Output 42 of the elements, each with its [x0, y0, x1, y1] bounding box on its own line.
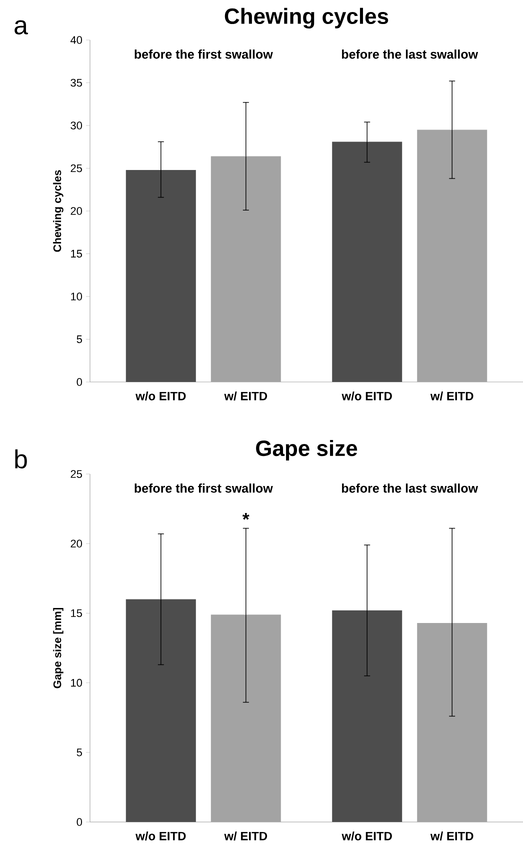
series-label: w/o EITD [136, 392, 186, 400]
y-axis-title: Gape size [mm] [53, 608, 64, 688]
y-tick-label: 0 [76, 378, 82, 386]
y-tick-label: 10 [71, 292, 82, 300]
text: w/ EITD [430, 392, 474, 400]
bar [126, 170, 196, 382]
bar [332, 610, 402, 822]
y-tick-label: 35 [70, 78, 82, 87]
bar [332, 142, 402, 382]
y-tick-label: 25 [70, 164, 82, 172]
text: w/o EITD [342, 832, 392, 840]
y-tick-label: 40 [70, 36, 82, 44]
chart-title: Gape size [256, 440, 358, 460]
y-tick-label: 20 [70, 207, 82, 215]
text: w/o EITD [342, 392, 392, 400]
series-label: w/o EITD [136, 832, 186, 840]
bar [126, 599, 196, 822]
y-tick-label: 30 [70, 122, 82, 130]
y-tick-label: 5 [76, 748, 82, 756]
y-tick-label: 5 [76, 335, 82, 344]
bar [210, 156, 281, 382]
y-tick-label: 10 [71, 678, 82, 687]
series-label: w/ EITD [224, 392, 268, 400]
text: a [14, 20, 28, 34]
bar [210, 614, 281, 822]
x-tick-label: before the first swallow [134, 50, 273, 59]
y-tick-label: 20 [70, 540, 82, 548]
x-tick-label: before the first swallow [134, 484, 273, 493]
y-tick-label: 25 [70, 470, 82, 478]
text: w/ EITD [430, 832, 474, 840]
text: b [15, 449, 27, 468]
y-axis-title: Chewing cycles [53, 170, 64, 252]
y-tick-label: 0 [76, 818, 82, 826]
annotation: * [242, 513, 250, 520]
bar [417, 622, 488, 822]
y-tick-label: 15 [71, 609, 82, 618]
y-tick-label: 15 [71, 250, 82, 258]
bar [417, 130, 488, 382]
chart-title: Chewing cycles [224, 8, 388, 28]
x-tick-label: before the last swallow [342, 484, 478, 493]
series-label: w/ EITD [224, 832, 268, 840]
x-tick-label: before the last swallow [342, 50, 478, 59]
